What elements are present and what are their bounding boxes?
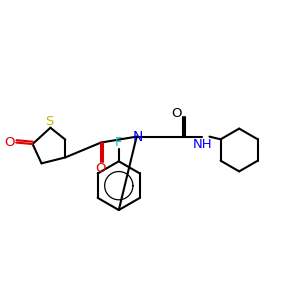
- Text: O: O: [171, 107, 181, 120]
- Text: NH: NH: [193, 138, 213, 152]
- Text: F: F: [115, 136, 122, 149]
- Text: N: N: [133, 130, 143, 144]
- Text: O: O: [4, 136, 15, 149]
- Text: S: S: [45, 115, 53, 128]
- Text: O: O: [96, 162, 106, 175]
